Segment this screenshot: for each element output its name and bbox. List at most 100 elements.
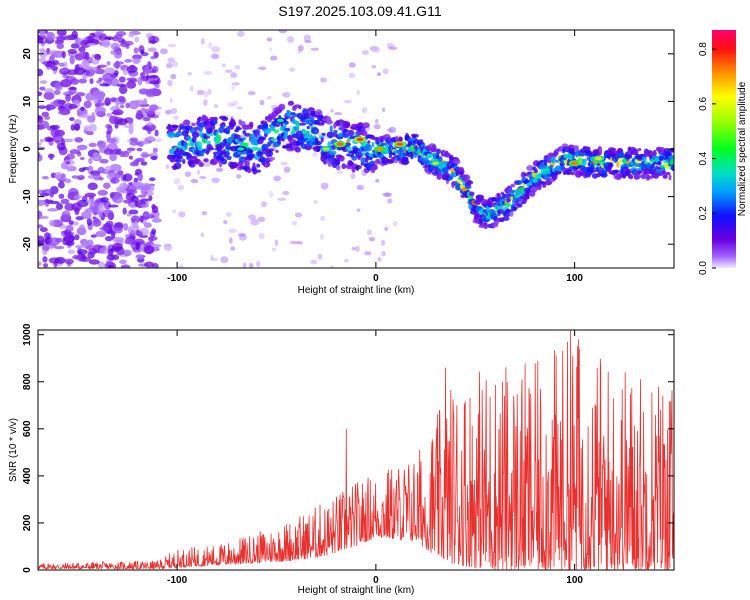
spectrogram-signal-blob (513, 206, 517, 212)
spectrogram-faint-blob (220, 256, 229, 264)
spectrogram-noise-blob (122, 207, 127, 215)
spectrogram-signal-blob (217, 134, 222, 142)
spectrogram-signal-blob (268, 150, 273, 157)
spectrogram-signal-blob (355, 151, 363, 158)
spectrogram-faint-blob (170, 74, 177, 80)
spectrogram-faint-blob (269, 47, 273, 51)
spectrogram-faint-blob (230, 246, 236, 251)
spectrogram-peak-core (356, 137, 364, 142)
spectrogram-noise-blob (80, 39, 92, 48)
spectrogram-noise-blob (86, 218, 93, 226)
spectrogram-faint-blob (232, 100, 239, 106)
spectrogram-noise-blob (65, 93, 71, 102)
spectrogram-signal-blob (175, 159, 183, 163)
spectrogram-noise-blob (58, 67, 71, 76)
spectrogram-faint-blob (282, 91, 291, 98)
spectrogram-signal-blob (184, 141, 188, 149)
spectrogram-faint-blob (173, 177, 181, 185)
spectrogram-faint-blob (184, 171, 192, 178)
spectrogram-noise-blob (135, 242, 140, 250)
spectrogram-signal-blob (263, 122, 269, 129)
spectrogram-noise-blob (140, 153, 152, 157)
spectrogram-noise-blob (123, 223, 129, 231)
spectrogram-faint-blob (216, 168, 224, 173)
spectrogram-noise-blob (99, 83, 110, 87)
spectrogram-signal-blob (285, 110, 292, 118)
spectrogram-faint-blob (266, 37, 273, 42)
spectrogram-noise-blob (146, 127, 152, 135)
spectrogram-signal-blob (320, 137, 324, 143)
spectrogram-noise-blob (128, 33, 135, 38)
spectrogram-faint-blob (312, 152, 318, 158)
spectrogram-signal-blob (387, 137, 392, 142)
spectrogram-noise-blob (60, 177, 68, 181)
spectrogram-noise-blob (55, 202, 64, 211)
snr-line-area (38, 330, 674, 570)
spectrogram-peak-core (376, 147, 384, 151)
spectrogram-noise-blob (38, 48, 46, 52)
spectrogram-noise-blob (144, 108, 156, 115)
spectrogram-signal-blob (167, 131, 176, 138)
spectrogram-signal-blob (520, 171, 526, 179)
spectrogram-signal-blob (665, 171, 671, 176)
spectrogram-noise-blob (151, 218, 162, 223)
spectrogram-noise-blob (39, 86, 46, 91)
spectrogram-noise-blob (97, 203, 105, 213)
spectrogram-noise-blob (133, 100, 145, 106)
spectrogram-noise-blob (114, 221, 124, 229)
spectrogram-signal-blob (277, 140, 282, 145)
spectrogram-faint-blob (375, 178, 380, 183)
spectrogram-noise-blob (38, 57, 47, 63)
spectrogram-signal-blob (267, 141, 272, 147)
spectrogram-faint-blob (267, 95, 272, 100)
spectrogram-noise-blob (124, 58, 133, 63)
spectrogram-faint-blob (283, 166, 291, 173)
spectrogram-noise-blob (69, 55, 75, 65)
spectrogram-noise-blob (81, 241, 89, 248)
spectrogram-noise-blob (119, 85, 128, 95)
spectrogram-faint-blob (361, 50, 369, 55)
spectrogram-noise-blob (88, 157, 93, 165)
spectrogram-noise-blob (123, 249, 132, 257)
spectrogram-faint-blob (320, 77, 327, 83)
spectrogram-noise-blob (133, 47, 139, 54)
spectrogram-noise-blob (43, 91, 55, 101)
spectrogram-signal-blob (309, 116, 315, 122)
spectrogram-ytick-label: 10 (22, 95, 33, 107)
spectrogram-faint-blob (291, 220, 298, 226)
spectrogram-faint-blob (167, 79, 173, 87)
spectrogram-signal-blob (435, 148, 442, 154)
spectrogram-signal-blob (252, 162, 256, 168)
spectrogram-noise-blob (94, 102, 105, 107)
spectrogram-signal-blob (669, 158, 674, 166)
spectrogram-signal-blob (342, 133, 349, 138)
spectrogram-signal-blob (364, 144, 373, 152)
spectrogram-signal-blob (344, 142, 352, 147)
spectrogram-noise-blob (74, 234, 80, 241)
spectrogram-noise-blob (78, 78, 87, 84)
spectrogram-peak-core (396, 142, 404, 147)
spectrogram-signal-blob (210, 123, 216, 131)
spectrogram-signal-blob (398, 136, 403, 143)
spectrogram-faint-blob (259, 99, 265, 106)
spectrogram-signal-blob (458, 166, 465, 173)
spectrogram-faint-blob (380, 239, 386, 246)
spectrogram-noise-blob (58, 181, 65, 189)
spectrogram-noise-blob (140, 161, 148, 166)
spectrogram-noise-blob (39, 80, 48, 84)
spectrogram-noise-blob (140, 49, 145, 55)
spectrogram-signal-blob (303, 112, 311, 120)
spectrogram-noise-blob (74, 64, 80, 72)
spectrogram-faint-blob (178, 211, 186, 218)
spectrogram-faint-blob (165, 163, 170, 170)
spectrogram-heatmap (38, 30, 674, 268)
spectrogram-noise-blob (133, 177, 139, 183)
spectrogram-signal-blob (261, 143, 269, 150)
spectrogram-peak-core (276, 118, 284, 123)
spectrogram-noise-blob (38, 91, 43, 97)
spectrogram-signal-blob (187, 155, 194, 161)
spectrogram-faint-blob (187, 72, 192, 76)
spectrogram-noise-blob (76, 144, 88, 151)
snr-ytick-label: 400 (22, 467, 33, 484)
